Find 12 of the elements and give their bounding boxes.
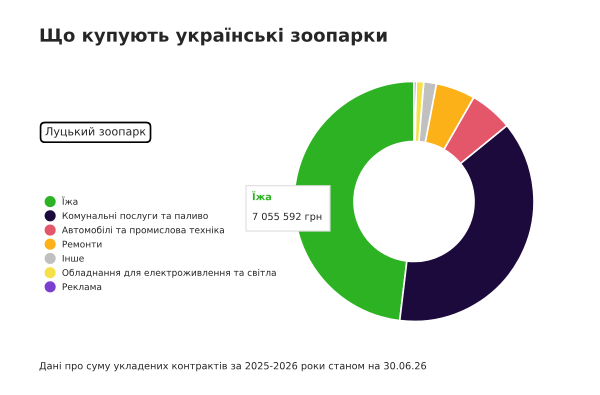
chart-title: Що купують українські зоопарки	[40, 28, 387, 46]
legend-label: Їжа	[62, 196, 78, 205]
legend-label: Автомобілі та промислова техніка	[62, 226, 224, 236]
text: Луцький зоопарк	[45, 127, 146, 138]
text: Їжа	[252, 191, 272, 200]
legend-label: Реклама	[62, 283, 102, 290]
text: Дані про суму укладених контрактів за 2025-2026 роки станом на 30.06.26	[39, 362, 426, 372]
legend-label: Інше	[62, 254, 84, 262]
legend-label: Комунальні послуги та паливо	[62, 212, 208, 221]
legend-label: Обладнання для електроживлення та світла	[62, 268, 276, 278]
legend-label: Ремонти	[62, 240, 102, 248]
text: 7 055 592 грн	[252, 212, 322, 222]
